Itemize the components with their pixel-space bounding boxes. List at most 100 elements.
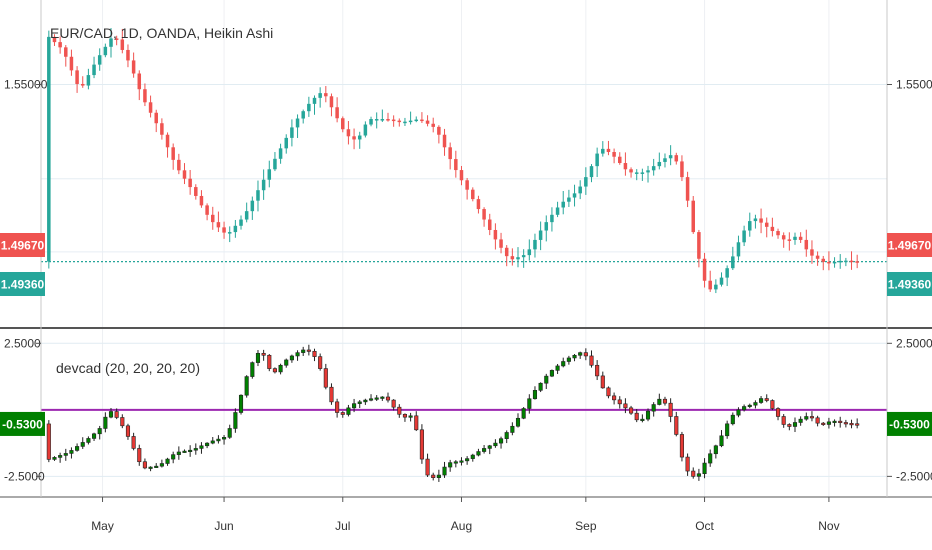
candle xyxy=(662,396,668,406)
candle-body xyxy=(216,222,221,228)
candle xyxy=(52,34,57,46)
candle-body xyxy=(476,199,481,210)
candle-body xyxy=(436,474,441,479)
badge-background xyxy=(0,411,45,436)
candle-body xyxy=(69,450,74,454)
price-badge-left: 1.49670 xyxy=(0,233,45,257)
price-candles xyxy=(47,28,859,294)
candle-body xyxy=(776,231,780,236)
candle-body xyxy=(154,112,158,124)
candle xyxy=(210,437,215,445)
candle xyxy=(58,452,63,463)
candle xyxy=(323,363,328,390)
candle xyxy=(289,354,294,363)
candle-body xyxy=(205,442,210,447)
candle-body xyxy=(431,474,436,479)
candle xyxy=(787,423,792,431)
candle xyxy=(295,350,300,361)
candle-body xyxy=(386,119,390,121)
candle xyxy=(357,400,362,409)
candle xyxy=(696,468,701,481)
candle-body xyxy=(725,423,730,437)
candle xyxy=(838,416,843,428)
candle-body xyxy=(188,449,193,453)
candle-body xyxy=(668,155,673,159)
indicator-title: devcad (20, 20, 20, 20) xyxy=(56,360,200,376)
candle-body xyxy=(143,89,147,103)
candle xyxy=(233,408,238,433)
candle xyxy=(482,445,487,454)
candle-body xyxy=(120,417,125,427)
candle xyxy=(629,167,633,178)
candle xyxy=(318,87,322,108)
candle-body xyxy=(482,448,487,452)
candle-body xyxy=(199,445,204,449)
candle xyxy=(510,248,515,266)
candle xyxy=(584,167,588,195)
candle xyxy=(97,48,102,71)
candle xyxy=(114,408,119,420)
x-tick-label: Jul xyxy=(335,519,350,533)
candle-body xyxy=(318,93,322,98)
candle-body xyxy=(645,410,651,420)
candle xyxy=(764,394,769,403)
candle-body xyxy=(216,438,221,442)
candle xyxy=(80,76,85,88)
candle xyxy=(708,449,713,467)
candle-body xyxy=(408,415,413,418)
candle-body xyxy=(148,102,153,113)
candle-body xyxy=(742,230,746,243)
candle xyxy=(335,398,340,418)
candle-body xyxy=(753,402,758,406)
candle xyxy=(645,408,651,422)
candle xyxy=(125,423,131,440)
candle-body xyxy=(131,60,136,74)
candle-body xyxy=(307,103,311,112)
candle xyxy=(142,458,147,470)
price-chart-title: EUR/CAD, 1D, OANDA, Heikin Ashi xyxy=(50,25,273,41)
candle xyxy=(640,168,645,181)
candle xyxy=(408,111,413,125)
candle-body xyxy=(753,218,758,222)
candle-body xyxy=(368,398,374,401)
candle-body xyxy=(809,416,815,419)
candle xyxy=(725,265,729,287)
candle xyxy=(521,249,526,268)
candle-body xyxy=(578,352,583,356)
candle-body xyxy=(352,136,356,140)
candle-body xyxy=(787,424,792,427)
candle xyxy=(103,412,108,433)
candle xyxy=(408,412,413,422)
candle xyxy=(312,348,317,362)
candle-body xyxy=(759,218,763,223)
candle-body xyxy=(843,422,848,425)
candle-body xyxy=(267,354,272,369)
candle-body xyxy=(244,376,249,396)
candle-body xyxy=(250,362,255,377)
candle-body xyxy=(844,260,848,263)
candle-body xyxy=(832,420,837,423)
candle xyxy=(578,351,583,359)
candle-body xyxy=(131,436,136,449)
candle xyxy=(69,447,74,459)
candle xyxy=(759,208,763,234)
candle xyxy=(216,211,221,233)
candle-body xyxy=(290,127,294,138)
candle-body xyxy=(487,445,492,449)
candle xyxy=(324,86,328,103)
candle-body xyxy=(437,126,441,135)
candle xyxy=(849,251,854,270)
candle xyxy=(748,212,752,237)
candle xyxy=(567,189,571,207)
candle-body xyxy=(770,226,775,232)
candle xyxy=(504,430,509,444)
candle xyxy=(453,460,458,468)
candle xyxy=(233,219,238,238)
candle-body xyxy=(448,147,452,160)
candle-body xyxy=(618,156,622,163)
candle-body xyxy=(103,46,108,56)
candle-body xyxy=(222,227,226,233)
candle xyxy=(532,386,538,400)
y-tick-label-left: -2.5000 xyxy=(4,469,45,483)
candle-body xyxy=(272,368,277,373)
